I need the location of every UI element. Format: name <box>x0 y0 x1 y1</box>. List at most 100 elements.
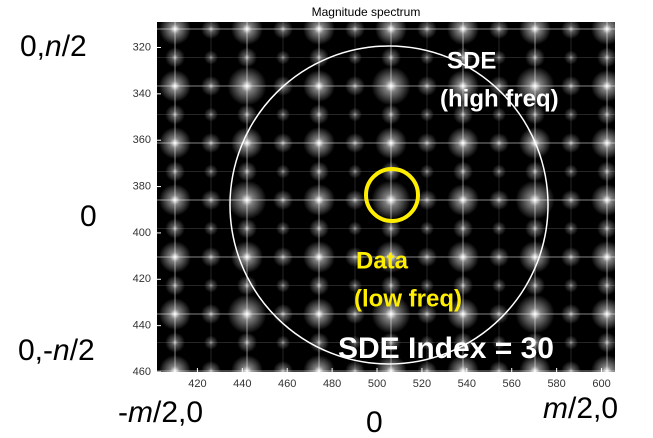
spectral-peak <box>159 22 191 45</box>
spectral-peak <box>303 127 335 159</box>
spectral-peak <box>309 104 329 125</box>
spectral-peak <box>453 0 473 11</box>
spectral-peak <box>525 332 545 353</box>
spectral-peak <box>348 50 362 65</box>
spectral-peak <box>561 22 581 39</box>
spectral-peak <box>276 164 290 179</box>
spectral-peak <box>273 304 293 324</box>
spectral-peak <box>231 22 263 45</box>
spectral-peak <box>303 298 335 330</box>
spectral-peak <box>447 127 479 159</box>
spectral-peak <box>276 278 290 293</box>
spectral-peak <box>636 222 650 236</box>
spectral-peak <box>201 22 221 39</box>
y-tick-label: 380 <box>133 180 151 192</box>
spectral-peak <box>165 161 185 182</box>
spectral-peak <box>420 0 434 8</box>
spectral-peak <box>381 104 401 125</box>
column-label: -m/2,0 <box>118 396 203 429</box>
spectral-peak <box>303 70 335 102</box>
spectral-peak <box>636 51 650 65</box>
spectral-peak <box>591 127 615 159</box>
spectral-peak <box>447 70 479 102</box>
x-tick-label: 580 <box>547 378 565 390</box>
spectral-peak <box>519 22 551 45</box>
spectral-peak <box>420 50 434 65</box>
chart-title: Magnitude spectrum <box>312 5 421 19</box>
spectral-peak <box>564 278 578 293</box>
spectral-peak <box>273 190 293 210</box>
spectral-peak <box>561 247 581 267</box>
spectral-peak <box>159 70 191 102</box>
annotation: SDE <box>447 47 496 74</box>
spectral-peak <box>492 0 506 8</box>
spectral-peak <box>309 390 329 410</box>
spectral-peak <box>231 127 263 159</box>
y-tick-label: 360 <box>133 134 151 146</box>
spectral-peak <box>525 47 545 68</box>
spectral-peak <box>201 76 221 96</box>
spectral-peak <box>561 133 581 153</box>
spectral-peak <box>515 180 555 220</box>
y-tick-label: 320 <box>133 41 151 53</box>
spectral-peak <box>447 355 479 372</box>
spectral-peak <box>564 221 578 236</box>
spectral-peak <box>371 66 411 106</box>
spectral-peak <box>453 104 473 125</box>
row-label: 0 <box>80 200 97 233</box>
spectral-peak <box>564 107 578 122</box>
spectral-peak <box>492 221 506 236</box>
spectral-peak <box>345 361 365 372</box>
spectral-peak <box>201 247 221 267</box>
spectral-peak <box>633 190 653 210</box>
spectral-peak <box>381 332 401 353</box>
x-tick-label: 520 <box>413 378 431 390</box>
spectral-peak <box>201 133 221 153</box>
spectral-peak <box>237 47 257 68</box>
spectral-peak <box>561 190 581 210</box>
spectral-peak <box>129 19 149 39</box>
spectral-peak <box>237 275 257 296</box>
spectral-peak <box>420 221 434 236</box>
spectral-peak <box>525 218 545 239</box>
x-tick-label: 480 <box>323 378 341 390</box>
spectral-peak <box>633 76 653 96</box>
spectral-peak <box>489 133 509 153</box>
spectral-peak <box>348 164 362 179</box>
spectral-peak <box>447 241 479 273</box>
spectral-peak <box>231 355 263 372</box>
spectral-peak <box>636 279 650 293</box>
spectral-peak <box>273 247 293 267</box>
spectral-peak <box>447 298 479 330</box>
spectral-peak <box>489 304 509 324</box>
spectral-peak <box>237 390 257 410</box>
spectral-peak <box>345 133 365 153</box>
spectral-peak <box>204 221 218 236</box>
spectral-peak <box>597 104 615 125</box>
spectral-peak <box>489 76 509 96</box>
spectral-peak <box>597 275 615 296</box>
row-label: 0,-n/2 <box>18 334 95 367</box>
spectral-peak <box>636 108 650 122</box>
spectral-peak <box>519 355 551 372</box>
spectral-peak <box>417 247 437 267</box>
spectral-peak <box>303 241 335 273</box>
spectral-peak <box>525 0 545 11</box>
spectral-peak <box>561 304 581 324</box>
spectral-peak <box>348 393 362 407</box>
x-tick-label: 540 <box>458 378 476 390</box>
spectral-peak <box>633 19 653 39</box>
spectral-peak <box>204 107 218 122</box>
spectral-peak <box>420 107 434 122</box>
annotation: (high freq) <box>440 85 559 112</box>
spectral-peak <box>204 0 218 8</box>
spectral-peak <box>165 218 185 239</box>
spectral-peak <box>348 107 362 122</box>
spectral-peak <box>597 161 615 182</box>
spectral-peak <box>489 190 509 210</box>
spectral-peak <box>237 0 257 11</box>
spectral-peak <box>561 361 581 372</box>
spectral-peak <box>165 332 185 353</box>
spectral-peak <box>348 221 362 236</box>
spectral-peak <box>597 47 615 68</box>
